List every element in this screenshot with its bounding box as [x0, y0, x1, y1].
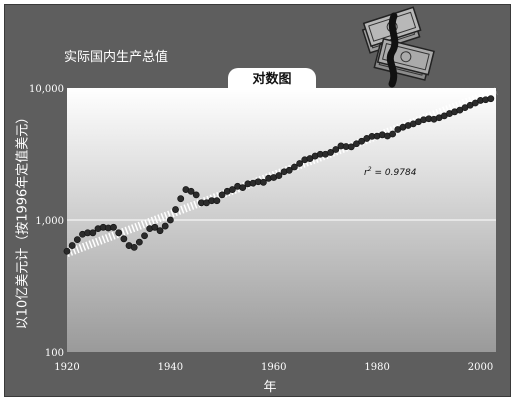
log-scale-tab[interactable]: 对数图 [228, 68, 316, 90]
data-point [213, 197, 221, 205]
data-point [291, 163, 298, 171]
y-tick-label: 1,000 [35, 216, 64, 227]
data-point [228, 186, 236, 193]
data-point [89, 229, 97, 237]
data-point [296, 160, 303, 167]
data-point [218, 191, 226, 199]
data-point [172, 206, 179, 213]
data-point [115, 229, 123, 237]
data-point [389, 130, 397, 138]
data-point [166, 216, 174, 224]
y-axis-label: 以10亿美元计（按1996年定值美元） [15, 110, 31, 330]
x-tick-label: 1920 [54, 362, 79, 373]
data-point [327, 149, 335, 156]
data-point [151, 223, 159, 231]
page-title: 实际国内生产总值 [64, 50, 169, 65]
data-point [260, 178, 267, 186]
y-tick-label: 10,000 [29, 84, 64, 95]
data-point [192, 191, 200, 199]
data-point [110, 223, 117, 231]
data-point [177, 195, 185, 203]
data-point [120, 235, 128, 243]
data-point [285, 166, 293, 174]
data-points-layer [63, 95, 495, 255]
data-point [68, 242, 76, 249]
data-point [239, 184, 247, 191]
data-point [135, 238, 143, 246]
x-tick-label: 2000 [468, 362, 493, 373]
y-tick-labels: 100 1,000 10,000 [29, 84, 64, 359]
data-point [187, 187, 195, 195]
data-point [73, 236, 81, 244]
x-tick-label: 1960 [261, 362, 286, 373]
x-tick-label: 1940 [158, 362, 183, 373]
data-point [63, 247, 71, 255]
data-point [358, 137, 366, 145]
data-point [332, 146, 340, 153]
data-point [130, 244, 138, 251]
data-point [141, 232, 148, 240]
x-axis-label: 年 [263, 380, 277, 395]
data-point [161, 222, 169, 230]
r-squared-annotation: r2 = 0.9784 [364, 166, 417, 178]
y-tick-label: 100 [45, 348, 64, 359]
data-point [275, 172, 283, 179]
money-stack-icon [361, 6, 435, 88]
data-point [156, 227, 164, 235]
data-point [487, 95, 495, 103]
data-point [347, 143, 355, 151]
x-tick-labels: 1920 1940 1960 1980 2000 [54, 362, 493, 373]
x-tick-label: 1980 [364, 362, 389, 373]
